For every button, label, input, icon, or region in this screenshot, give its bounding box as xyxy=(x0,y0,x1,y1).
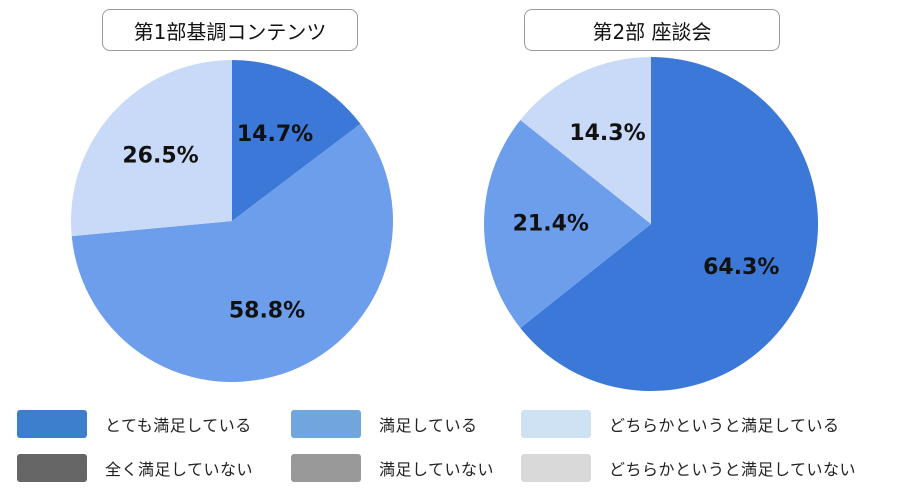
legend-swatch xyxy=(521,454,591,482)
pie-slice-very-satisfied xyxy=(232,60,361,221)
legend-label: どちらかというと満足している xyxy=(609,416,840,435)
legend-item-satisfied: 満足している xyxy=(291,410,478,438)
legend-label: 満足していない xyxy=(379,460,495,479)
pie-slice-somewhat-satisfied xyxy=(520,57,651,224)
pie-charts: 14.7% 58.8% 26.5% 64.3% 21.4% 14.3% xyxy=(70,57,819,391)
legend-label: 全く満足していない xyxy=(105,460,254,479)
pie-slice-somewhat-satisfied xyxy=(70,60,232,237)
chart-title-part1: 第1部基調コンテンツ xyxy=(102,9,358,51)
chart-title-part2: 第2部 座談会 xyxy=(524,9,780,51)
pie-slice-very-satisfied xyxy=(520,57,819,391)
pie-slice-label: 64.3% xyxy=(703,255,779,280)
pie-slice-satisfied xyxy=(71,123,393,382)
legend-swatch xyxy=(17,410,87,438)
legend-swatch xyxy=(291,454,361,482)
pie-slice-label: 14.3% xyxy=(569,121,645,146)
legend-label: 満足している xyxy=(379,416,478,435)
legend-label: どちらかというと満足していない xyxy=(609,460,857,479)
legend-item-not-at-all-satisfied: 全く満足していない xyxy=(17,454,253,482)
legend-label: とても満足している xyxy=(105,416,252,435)
legend-item-somewhat-not-satisfied: どちらかというと満足していない xyxy=(521,454,856,482)
pie-slice-label: 14.7% xyxy=(237,122,313,147)
pie-slice-label: 26.5% xyxy=(122,143,198,168)
legend-swatch xyxy=(521,410,591,438)
pie-slice-label: 58.8% xyxy=(229,299,305,324)
legend-item-very-satisfied: とても満足している xyxy=(17,410,252,438)
legend-swatch xyxy=(291,410,361,438)
legend-item-somewhat-satisfied: どちらかというと満足している xyxy=(521,410,840,438)
legend-item-not-satisfied: 満足していない xyxy=(291,454,494,482)
legend-swatch xyxy=(17,454,87,482)
pie-slice-satisfied xyxy=(484,119,651,329)
pie-slice-label: 21.4% xyxy=(513,212,589,237)
